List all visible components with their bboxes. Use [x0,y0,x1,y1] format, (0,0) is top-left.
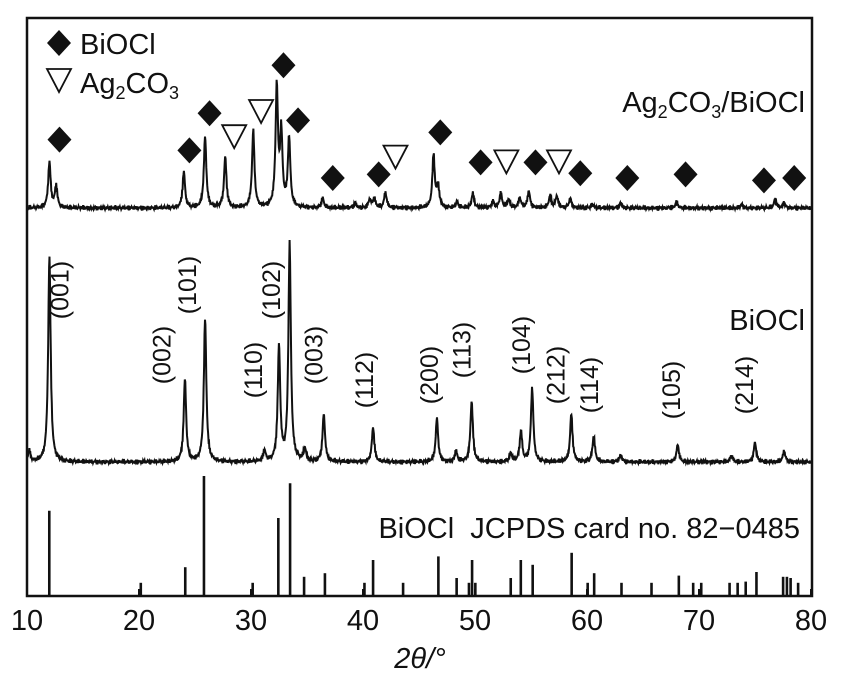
x-tick-label: 80 [795,605,827,637]
miller-index-label: (101) [174,256,202,314]
legend-triangle-icon [45,68,73,94]
series-label-biocl: BiOCl [729,305,805,337]
legend-diamond-icon [47,30,71,56]
biocl-diamond-marker [320,165,345,191]
legend-label-biocl: BiOCl [80,29,156,61]
x-tick-label: 40 [347,605,379,637]
x-axis-label: 2θ/° [393,643,446,675]
biocl-diamond-marker [197,100,222,127]
ag2co3-triangle-marker [247,99,275,125]
biocl-diamond-marker [615,165,640,191]
legend-label-ag2co3: Ag2CO3 [80,68,179,103]
series-label-composite: Ag2CO3/BiOCl [622,87,805,122]
miller-index-label: (002) [148,326,176,384]
miller-index-label: (104) [508,316,536,374]
miller-index-label: (212) [543,346,571,404]
trace-ag2co3-biocl [26,79,812,213]
miller-index-label: (214) [731,356,759,414]
x-tick-label: 20 [123,605,155,637]
x-tick-label: 10 [11,605,43,637]
biocl-diamond-marker [428,119,453,146]
miller-index-label: (110) [240,342,268,399]
miller-index-label: (112) [351,352,379,409]
biocl-diamond-marker [523,149,548,176]
miller-index-label: (102) [258,261,286,319]
biocl-diamond-marker [271,52,296,79]
miller-index-label: (003) [301,326,329,384]
x-tick-label: 30 [235,605,267,637]
biocl-diamond-marker [673,161,698,188]
ag2co3-triangle-marker [545,149,573,176]
ag2co3-triangle-marker [381,144,409,171]
biocl-diamond-marker [47,126,72,153]
biocl-diamond-marker [568,160,593,187]
ag2co3-triangle-marker [492,149,520,176]
biocl-diamond-marker [751,167,776,194]
legend: BiOCl Ag2CO3 [45,29,179,103]
miller-index-label: (200) [416,346,444,404]
x-tick-label: 70 [683,605,715,637]
ag2co3-triangle-marker [220,124,248,151]
x-tick-label: 60 [571,605,603,637]
series-label-jcpds: BiOCl JCPDS card no. 82−0485 [378,513,800,545]
miller-index-label: (114) [576,357,604,414]
miller-index-label: (001) [46,261,74,319]
biocl-diamond-marker [782,165,807,191]
miller-index-label: (113) [449,322,477,379]
biocl-diamond-marker [366,161,391,188]
biocl-diamond-marker [468,149,493,176]
biocl-diamond-marker [286,107,311,134]
biocl-diamond-marker [177,137,202,164]
x-tick-label: 50 [459,605,491,637]
trace-biocl [26,239,812,467]
miller-index-label: (105) [658,361,686,419]
plot-frame [25,16,814,598]
